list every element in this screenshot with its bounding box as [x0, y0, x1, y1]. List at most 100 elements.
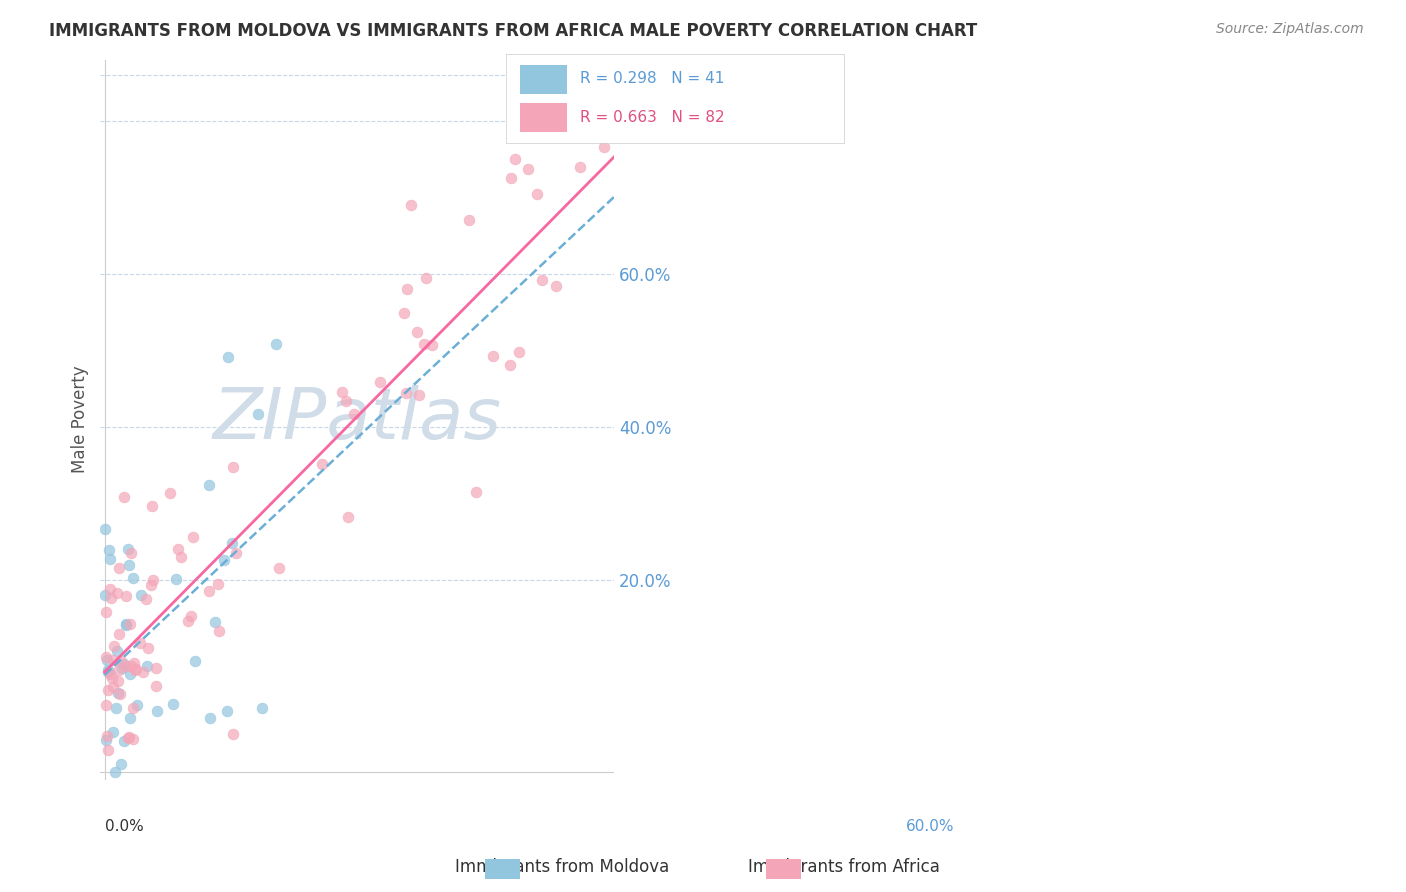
Point: [457, 213, 479, 227]
Point: [118, 667, 141, 681]
Point: [118, 558, 141, 572]
Text: 60.0%: 60.0%: [905, 819, 955, 834]
Point: [103, 639, 125, 653]
Point: [110, 756, 132, 771]
Point: [112, 657, 135, 671]
Point: [170, 549, 193, 564]
Point: [392, 305, 415, 319]
Point: [125, 698, 148, 712]
Point: [135, 591, 157, 606]
Point: [177, 614, 200, 628]
Point: [131, 665, 153, 680]
Point: [124, 664, 146, 678]
Text: Source: ZipAtlas.com: Source: ZipAtlas.com: [1216, 22, 1364, 37]
Point: [107, 686, 129, 700]
Point: [200, 711, 222, 725]
Point: [207, 576, 229, 591]
Point: [100, 591, 122, 605]
Point: [97, 743, 120, 757]
Text: Immigrants from Africa: Immigrants from Africa: [748, 858, 939, 876]
Point: [368, 375, 391, 389]
Point: [311, 457, 333, 471]
Point: [97, 663, 120, 677]
Point: [482, 349, 505, 363]
Point: [129, 588, 152, 602]
Point: [145, 661, 167, 675]
Point: [96, 653, 118, 667]
Point: [115, 618, 138, 632]
Point: [145, 704, 167, 718]
Point: [526, 187, 548, 202]
Point: [107, 674, 129, 689]
Point: [395, 385, 418, 400]
Point: [100, 671, 122, 685]
Point: [343, 407, 366, 421]
Point: [97, 543, 120, 558]
Point: [508, 344, 530, 359]
Point: [503, 152, 526, 166]
Point: [115, 616, 138, 631]
Point: [408, 387, 430, 401]
Point: [112, 734, 135, 748]
Point: [141, 499, 163, 513]
Point: [499, 359, 522, 373]
Point: [204, 615, 226, 630]
Point: [464, 484, 486, 499]
Point: [96, 605, 118, 619]
Point: [198, 583, 221, 598]
Point: [252, 701, 274, 715]
Point: [136, 641, 159, 656]
Point: [399, 198, 422, 212]
Point: [405, 325, 427, 339]
Point: [215, 704, 238, 718]
Point: [136, 659, 159, 673]
Point: [499, 170, 522, 185]
Point: [396, 282, 419, 296]
Point: [93, 522, 115, 536]
Point: [335, 393, 357, 408]
Point: [114, 658, 136, 673]
Point: [139, 578, 162, 592]
Y-axis label: Male Poverty: Male Poverty: [72, 366, 89, 474]
Point: [100, 551, 122, 566]
Point: [212, 552, 235, 566]
Point: [412, 336, 434, 351]
Point: [108, 627, 131, 641]
Point: [120, 546, 142, 560]
Point: [96, 729, 118, 743]
Point: [544, 278, 567, 293]
Text: R = 0.663   N = 82: R = 0.663 N = 82: [581, 111, 725, 125]
Point: [97, 683, 120, 698]
Point: [592, 140, 614, 154]
Point: [142, 574, 165, 588]
Point: [159, 486, 181, 500]
Point: [112, 490, 135, 504]
Text: R = 0.298   N = 41: R = 0.298 N = 41: [581, 71, 724, 86]
Point: [145, 679, 167, 693]
FancyBboxPatch shape: [520, 103, 567, 132]
Point: [569, 160, 592, 174]
Point: [105, 586, 128, 600]
Point: [111, 661, 134, 675]
Point: [531, 272, 554, 286]
Point: [221, 536, 243, 550]
Point: [108, 687, 131, 701]
Point: [122, 701, 145, 715]
Point: [98, 667, 121, 681]
Point: [247, 407, 270, 421]
Point: [332, 384, 354, 399]
Text: 0.0%: 0.0%: [104, 819, 143, 834]
Point: [120, 658, 142, 673]
Point: [110, 654, 132, 668]
Point: [97, 665, 120, 679]
Point: [420, 338, 443, 352]
Point: [222, 727, 245, 741]
Point: [269, 561, 291, 575]
Point: [105, 644, 128, 658]
Point: [121, 731, 143, 746]
Point: [207, 624, 229, 638]
Text: IMMIGRANTS FROM MOLDOVA VS IMMIGRANTS FROM AFRICA MALE POVERTY CORRELATION CHART: IMMIGRANTS FROM MOLDOVA VS IMMIGRANTS FR…: [49, 22, 977, 40]
Point: [118, 617, 141, 632]
Point: [264, 336, 287, 351]
Point: [184, 654, 207, 668]
